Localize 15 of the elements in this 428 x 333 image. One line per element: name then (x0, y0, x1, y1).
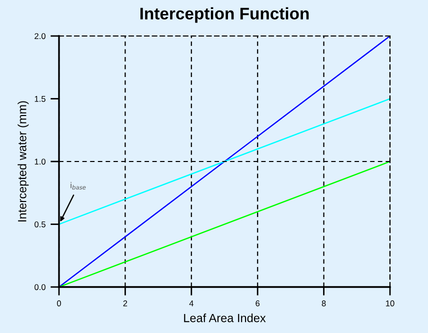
x-tick-label: 10 (386, 300, 394, 306)
chart-title: Interception Function (140, 7, 309, 23)
x-tick-label: 4 (189, 300, 194, 306)
y-tick-label: 1.0 (34, 158, 46, 165)
y-tick-label: 0.5 (34, 221, 46, 228)
x-axis-title: Leaf Area Index (184, 314, 266, 322)
annotation: i$_{base}$ (70, 182, 86, 190)
x-tick-label: 8 (322, 300, 326, 306)
y-tick-label: 1.5 (34, 96, 46, 102)
y-axis-title: Intercepted water (mm) (18, 101, 29, 222)
y-tick-label: 0.0 (34, 284, 46, 290)
x-tick-label: 0 (57, 300, 61, 306)
x-tick-label: 6 (256, 300, 260, 306)
x-tick-label: 2 (123, 300, 128, 306)
y-tick-label: 2.0 (34, 33, 46, 40)
